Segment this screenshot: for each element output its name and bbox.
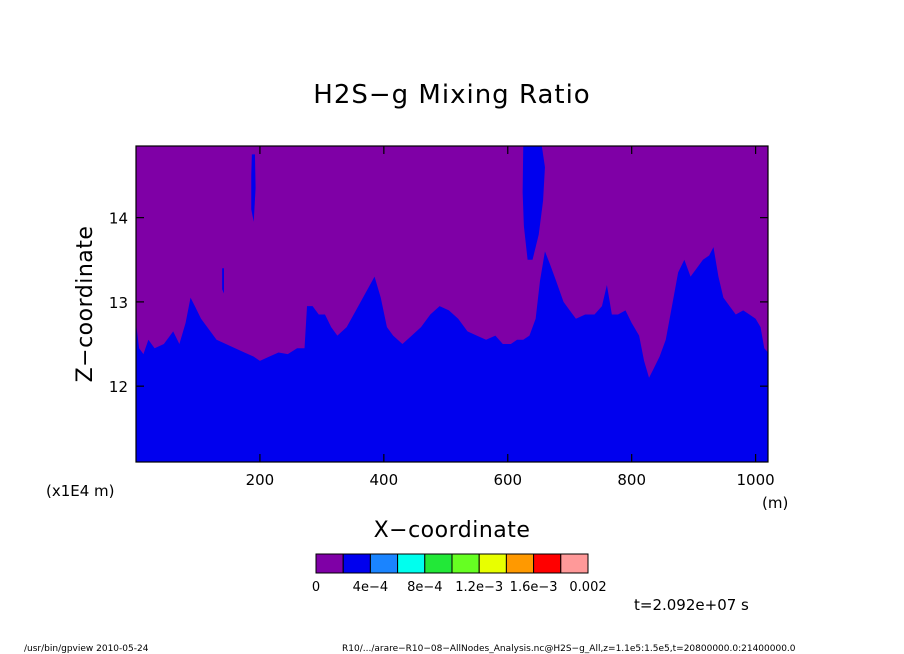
colorbar-swatch [560,553,589,574]
colorbar-label: 8e−4 [407,580,442,595]
colorbar-swatch [505,553,535,574]
colorbar-label: 0 [312,580,320,595]
colorbar-labels: 0 4e−4 8e−4 1.2e−3 1.6e−3 0.002 [312,580,607,595]
footer-left: /usr/bin/gpview 2010-05-24 [24,644,149,654]
x-tick-label: 1000 [737,471,775,489]
x-tick-label: 800 [617,471,646,489]
colorbar-swatch [451,553,480,574]
colorbar-swatch [478,553,507,574]
y-tick-label: 13 [109,294,128,312]
x-axis-label: X−coordinate [374,518,531,543]
chart-title: H2S−g Mixing Ratio [313,80,590,110]
x-axis-unit: (m) [762,494,788,512]
colorbar-label: 1.6e−3 [510,580,558,595]
time-label: t=2.092e+07 s [634,596,749,614]
intrusion-2 [222,268,224,294]
y-tick-label: 12 [109,378,128,396]
region-high [136,247,768,462]
y-tick-label: 14 [109,210,128,228]
intrusion-1 [251,154,256,222]
x-axis-ticks: 200 400 600 800 1000 [246,146,775,489]
colorbar-swatch [315,553,344,574]
colorbar-swatch [342,553,371,574]
colorbar-swatch [397,553,426,574]
y-axis-unit: (x1E4 m) [46,482,115,500]
footer-right: R10/.../arare−R10−08−AllNodes_Analysis.n… [342,644,796,654]
x-tick-label: 600 [493,471,522,489]
y-axis-label: Z−coordinate [73,226,98,383]
colorbar [315,553,589,574]
colorbar-label: 4e−4 [353,580,388,595]
colorbar-label: 1.2e−3 [455,580,503,595]
colorbar-label: 0.002 [569,580,606,595]
intrusion-0 [522,146,545,260]
plot-frame [135,145,769,463]
plot-area [136,146,768,462]
x-tick-label: 400 [370,471,399,489]
x-tick-label: 200 [246,471,275,489]
colorbar-swatch [369,553,399,574]
colorbar-swatch [533,553,562,574]
y-axis-ticks: 12 13 14 [109,210,768,396]
colorbar-swatch [424,553,453,574]
